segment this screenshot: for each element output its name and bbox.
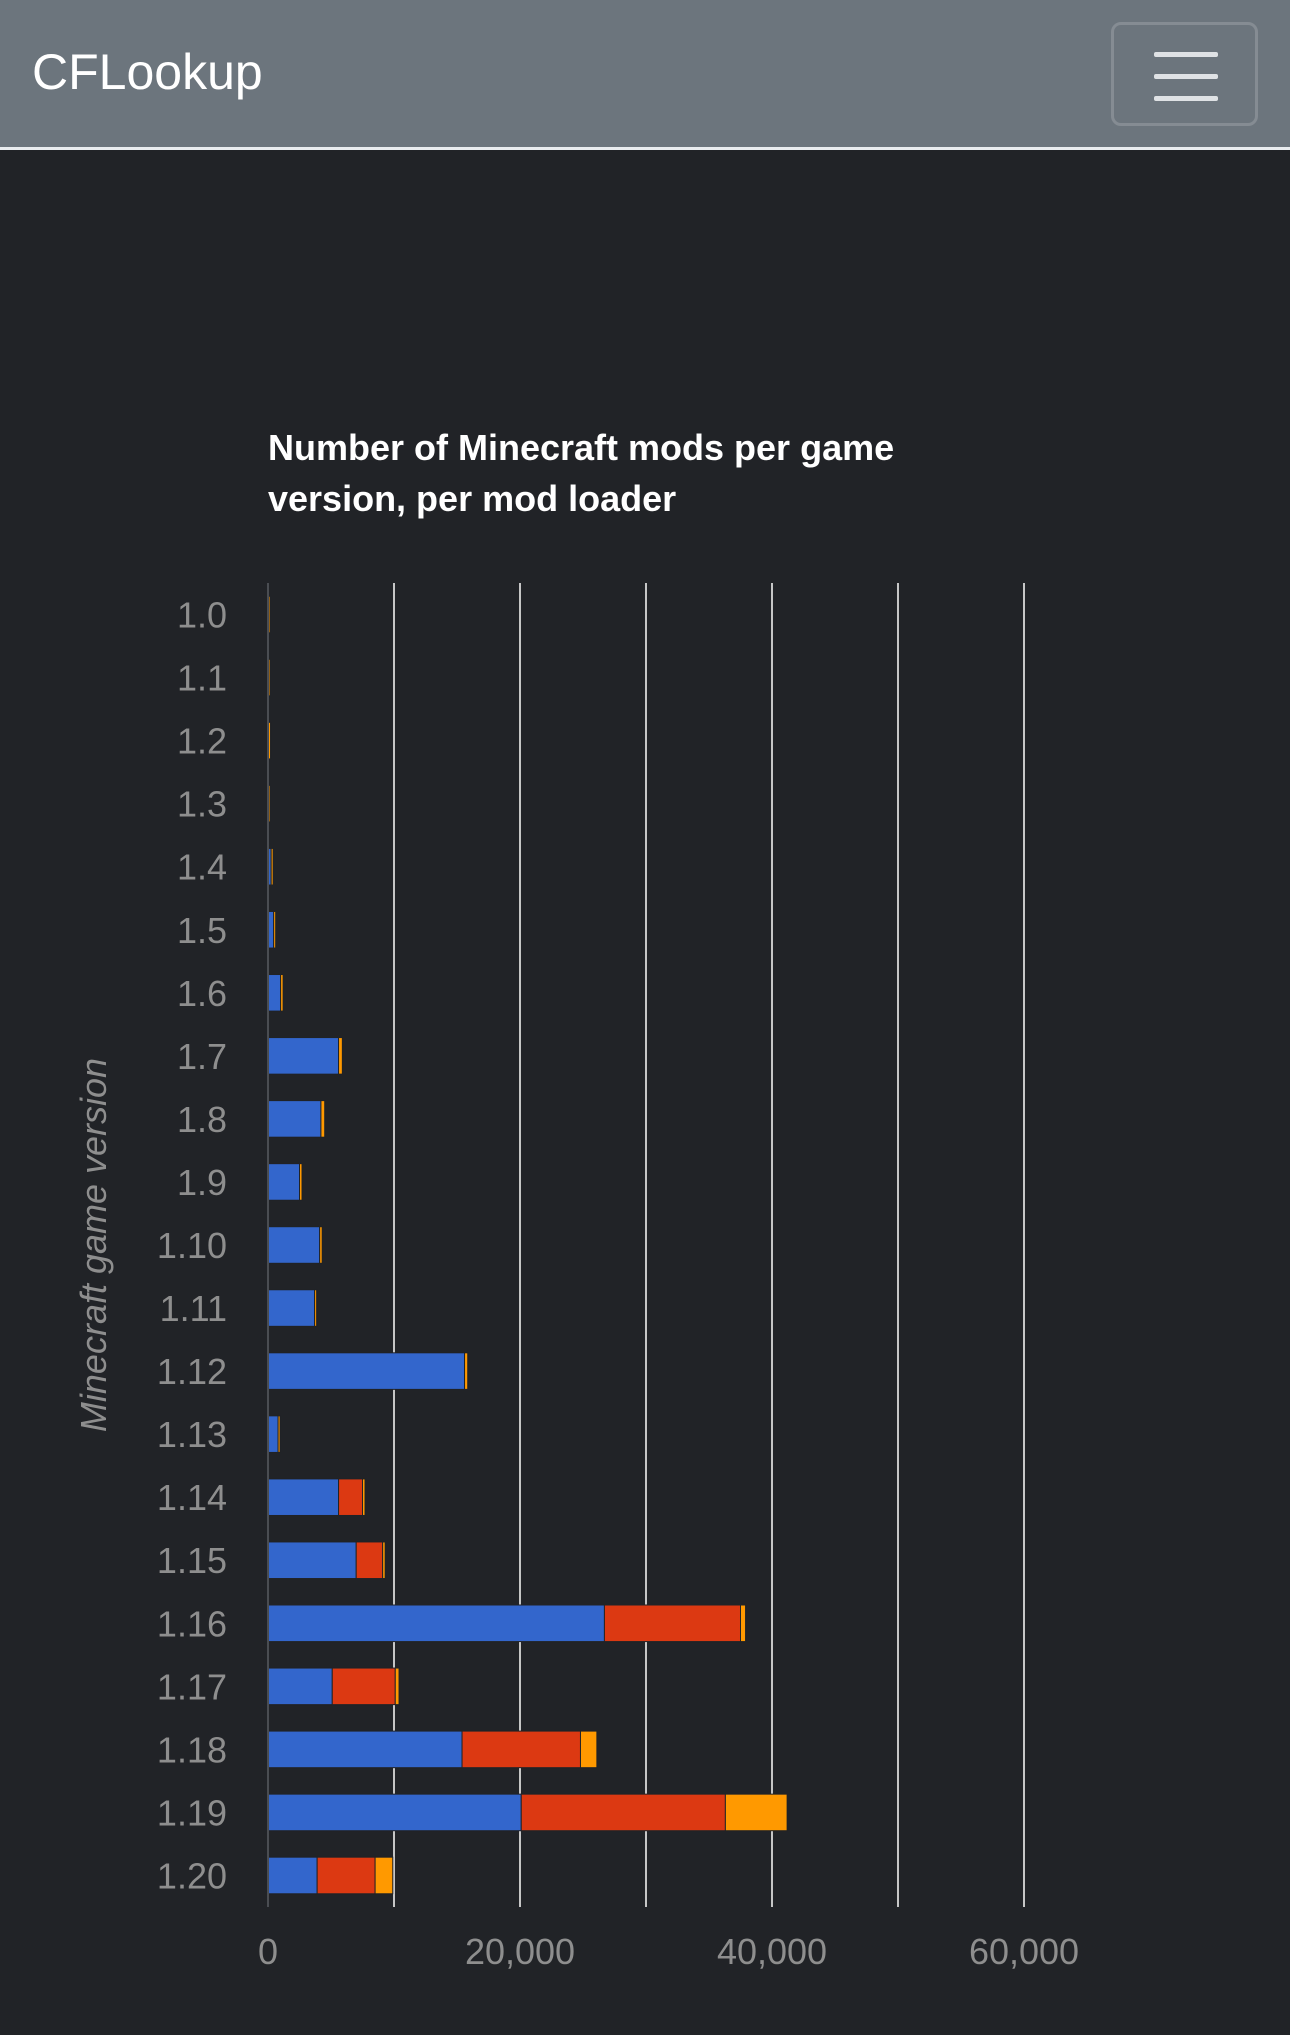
bar-1.20-series-2 [316, 1856, 376, 1895]
bar-1.18-series-1 [267, 1730, 463, 1769]
y-tick-label: 1.6 [177, 973, 227, 1014]
y-tick-label: 1.7 [177, 1036, 227, 1077]
bar-1.6-series-3 [280, 974, 284, 1012]
bar-1.19-series-2 [520, 1793, 726, 1832]
y-axis-title: Minecraft game version [73, 1058, 114, 1432]
bar-1.17-series-3 [394, 1667, 400, 1706]
y-tick-label: 1.2 [177, 721, 227, 762]
navbar: CFLookup [0, 0, 1290, 150]
bar-1.12-series-1 [267, 1352, 466, 1390]
bar-1.9-series-1 [267, 1163, 300, 1201]
bar-1.13-series-1 [267, 1415, 279, 1453]
y-tick-label: 1.11 [160, 1288, 227, 1329]
bar-1.11-series-1 [267, 1289, 316, 1327]
bar-1.20-series-3 [374, 1856, 394, 1895]
bar-chart: Number of Minecraft mods per game version… [73, 427, 1079, 1972]
bar-1.18-series-2 [461, 1730, 581, 1769]
y-tick-label: 1.1 [177, 658, 227, 699]
bar-1.8-series-3 [320, 1100, 326, 1138]
bar-1.7-series-1 [267, 1037, 340, 1075]
bar-1.16-series-1 [267, 1604, 605, 1643]
y-tick-label: 1.20 [157, 1855, 227, 1896]
navbar-toggle-button[interactable] [1111, 22, 1258, 126]
bar-1.6-series-1 [267, 974, 282, 1012]
x-tick-label: 60,000 [969, 1931, 1079, 1972]
y-tick-label: 1.5 [177, 910, 227, 951]
bar-1.18-series-3 [579, 1730, 598, 1769]
brand-link[interactable]: CFLookup [32, 44, 263, 100]
bar-1.5-series-3 [273, 910, 277, 949]
bar-1.15-series-2 [355, 1541, 384, 1580]
y-tick-label: 1.19 [157, 1792, 227, 1833]
y-tick-label: 1.14 [157, 1477, 227, 1518]
bar-1.14-series-2 [338, 1478, 363, 1516]
bar-1.15-series-3 [382, 1541, 386, 1580]
y-tick-label: 1.10 [157, 1225, 227, 1266]
y-tick-label: 1.17 [157, 1666, 227, 1707]
x-tick-label: 0 [258, 1931, 278, 1972]
bar-1.19-series-3 [724, 1793, 788, 1832]
y-tick-label: 1.12 [157, 1351, 227, 1392]
bar-1.8-series-1 [267, 1100, 322, 1138]
bar-1.17-series-2 [331, 1667, 396, 1706]
y-tick-label: 1.3 [177, 784, 227, 825]
y-tick-label: 1.9 [177, 1162, 227, 1203]
bar-1.17-series-1 [267, 1667, 333, 1706]
bar-1.4-series-3 [270, 847, 274, 886]
bar-1.9-series-3 [299, 1163, 303, 1201]
bar-1.16-series-3 [740, 1604, 747, 1643]
bar-1.19-series-1 [267, 1793, 522, 1832]
y-tick-label: 1.16 [157, 1603, 227, 1644]
bar-1.7-series-3 [338, 1037, 343, 1075]
bar-1.10-series-1 [267, 1226, 321, 1264]
chart-title-line: Number of Minecraft mods per game [268, 427, 894, 468]
bar-1.12-series-3 [464, 1352, 469, 1390]
bar-1.20-series-1 [267, 1856, 318, 1895]
y-tick-label: 1.15 [157, 1540, 227, 1581]
y-tick-label: 1.0 [177, 595, 227, 636]
chart-title-line: version, per mod loader [268, 478, 676, 519]
bar-1.10-series-3 [319, 1226, 323, 1264]
bar-1.11-series-3 [314, 1289, 318, 1327]
x-tick-label: 20,000 [465, 1931, 575, 1972]
x-tick-label: 40,000 [717, 1931, 827, 1972]
y-tick-label: 1.4 [177, 847, 227, 888]
bar-1.15-series-1 [267, 1541, 357, 1580]
bar-1.14-series-1 [267, 1478, 340, 1516]
y-tick-label: 1.13 [157, 1414, 227, 1455]
bar-1.14-series-3 [362, 1478, 366, 1516]
y-tick-label: 1.8 [177, 1099, 227, 1140]
y-tick-label: 1.18 [157, 1729, 227, 1770]
bar-1.13-series-3 [277, 1415, 281, 1453]
bar-1.16-series-2 [603, 1604, 741, 1643]
